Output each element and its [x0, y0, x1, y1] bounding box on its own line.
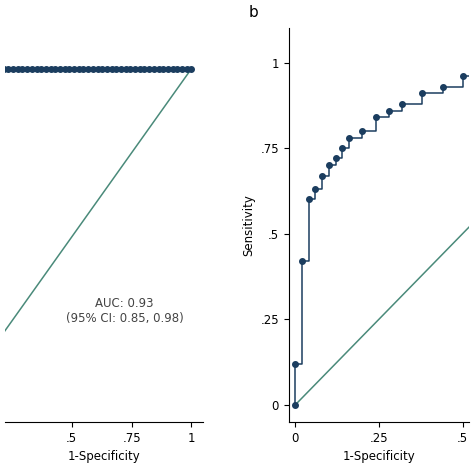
Point: [169, 65, 176, 73]
Point: [146, 65, 153, 73]
Point: [28, 65, 36, 73]
X-axis label: 1-Specificity: 1-Specificity: [343, 450, 415, 463]
Point: [61, 65, 69, 73]
X-axis label: 1-Specificity: 1-Specificity: [68, 450, 140, 463]
Point: [159, 65, 167, 73]
Point: [385, 107, 393, 114]
Point: [183, 65, 191, 73]
Y-axis label: Sensitivity: Sensitivity: [242, 194, 255, 256]
Point: [103, 65, 111, 73]
Point: [332, 155, 339, 162]
Point: [0, 65, 8, 73]
Point: [23, 65, 31, 73]
Point: [305, 196, 312, 203]
Point: [136, 65, 144, 73]
Point: [292, 401, 299, 409]
Point: [14, 65, 22, 73]
Point: [399, 100, 406, 108]
Point: [345, 134, 353, 142]
Point: [84, 65, 92, 73]
Point: [131, 65, 139, 73]
Point: [150, 65, 158, 73]
Point: [155, 65, 163, 73]
Point: [108, 65, 116, 73]
Point: [5, 65, 12, 73]
Point: [18, 65, 26, 73]
Point: [419, 90, 426, 97]
Point: [141, 65, 148, 73]
Point: [99, 65, 106, 73]
Point: [459, 73, 466, 80]
Point: [89, 65, 97, 73]
Point: [439, 83, 447, 91]
Point: [9, 65, 17, 73]
Point: [0, 65, 3, 73]
Point: [127, 65, 134, 73]
Point: [37, 65, 45, 73]
Point: [298, 257, 306, 265]
Text: AUC: 0.93
(95% CI: 0.85, 0.98): AUC: 0.93 (95% CI: 0.85, 0.98): [65, 297, 183, 325]
Point: [338, 145, 346, 152]
Point: [292, 360, 299, 367]
Point: [65, 65, 73, 73]
Point: [372, 114, 379, 121]
Point: [80, 65, 87, 73]
Point: [75, 65, 82, 73]
Point: [94, 65, 101, 73]
Point: [122, 65, 129, 73]
Point: [117, 65, 125, 73]
Point: [33, 65, 40, 73]
Point: [188, 65, 195, 73]
Point: [42, 65, 50, 73]
Point: [325, 162, 333, 169]
Point: [164, 65, 172, 73]
Point: [52, 65, 59, 73]
Point: [173, 65, 181, 73]
Point: [319, 172, 326, 179]
Point: [70, 65, 78, 73]
Point: [358, 128, 366, 135]
Point: [47, 65, 55, 73]
Text: b: b: [249, 5, 259, 20]
Point: [112, 65, 120, 73]
Point: [311, 185, 319, 193]
Point: [56, 65, 64, 73]
Point: [178, 65, 186, 73]
